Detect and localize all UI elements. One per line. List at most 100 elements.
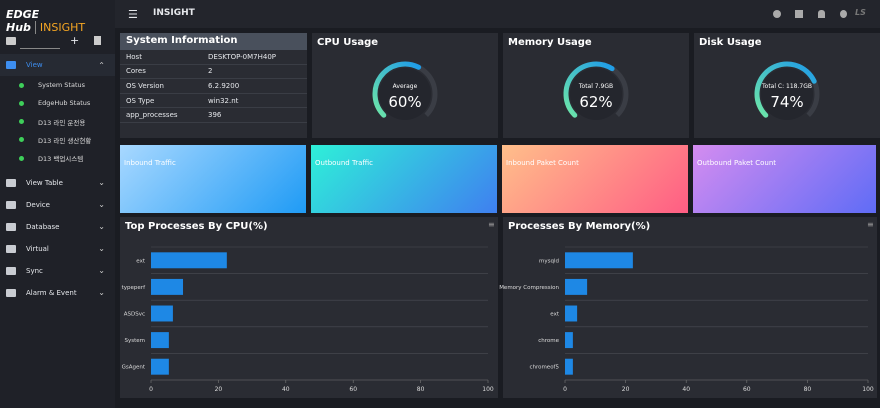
table-row: Cores 2 (120, 64, 307, 80)
chevron: ⌄ (98, 222, 105, 231)
category-label: ASDSvc (124, 312, 145, 318)
info-key: app_processes (120, 107, 202, 123)
notification-icon[interactable] (818, 10, 825, 18)
menu-item[interactable]: View Table ⌄ (0, 172, 115, 194)
x-tick-label: 60 (743, 386, 751, 393)
x-tick-label: 100 (862, 386, 874, 393)
category-label: Memory Compression (499, 285, 559, 291)
x-tick-label: 0 (149, 386, 153, 393)
bar (151, 332, 169, 349)
user-icon[interactable] (840, 10, 847, 18)
menu-icon (6, 178, 16, 187)
chevron: ⌄ (98, 288, 105, 297)
gauge-arc (563, 61, 615, 118)
menu-icon (6, 61, 16, 69)
info-value: 2 (202, 64, 307, 80)
gauge-arc (372, 61, 422, 118)
table-row: OS Type win32.nt (120, 93, 307, 109)
menu-label: Database (26, 222, 60, 231)
status-dot (19, 155, 24, 161)
info-key: OS Version (120, 78, 202, 94)
submenu-item[interactable]: EdgeHub Status (0, 94, 115, 112)
chart-panel (120, 217, 498, 398)
menu-icon (6, 266, 16, 275)
menu-item[interactable]: Database ⌄ (0, 216, 115, 238)
logo-brand: EDGE Hub (6, 8, 40, 34)
info-value: win32.nt (202, 93, 307, 109)
status-dot (19, 119, 24, 125)
submenu-label: D13 라인 운전용 (38, 118, 86, 127)
menu-item[interactable]: View ⌃ (0, 54, 115, 76)
menu-label: Virtual (26, 244, 49, 253)
system-info-table: Host DESKTOP-0M7H40P Cores 2 OS Version 6.2.9… (120, 50, 307, 123)
stat-card: Outbound Paket Count (693, 145, 876, 213)
category-label: GsAgent (122, 365, 146, 371)
chevron: ⌄ (98, 266, 105, 275)
gauge-caption: Average (393, 83, 418, 90)
submenu-item[interactable]: System Status (0, 76, 115, 94)
menu-item[interactable]: Sync ⌄ (0, 260, 115, 282)
category-label: chromeof5 (529, 365, 559, 371)
panel-title: System Information (120, 33, 307, 50)
gauge-title: Memory Usage (508, 37, 592, 48)
menu-label: Sync (26, 266, 43, 275)
search-input[interactable] (20, 48, 60, 49)
bar (565, 358, 573, 375)
menu-item[interactable]: Virtual ⌄ (0, 238, 115, 260)
search-bar[interactable]: + (4, 34, 112, 50)
header: ☰ INSIGHT LS (115, 0, 880, 28)
menu-toggle[interactable]: ☰ (128, 8, 138, 21)
x-tick-label: 40 (282, 386, 290, 393)
gauge-caption: Total C: 118.7GB (761, 83, 812, 90)
menu-item[interactable]: Alarm & Event ⌄ (0, 282, 115, 304)
menu-icon (6, 244, 16, 253)
table-row: OS Version 6.2.9200 (120, 78, 307, 94)
menu-label: View (26, 61, 43, 69)
category-label: ext (136, 258, 146, 264)
add-icon[interactable]: + (70, 34, 80, 47)
card-title: Outbound Paket Count (697, 159, 777, 167)
delete-icon[interactable] (94, 36, 101, 45)
menu-item[interactable]: Device ⌄ (0, 194, 115, 216)
submenu-item[interactable]: D13 라인 생산현황 (0, 131, 115, 149)
chart-menu[interactable]: ≡ (488, 220, 495, 229)
menu-label: View Table (26, 178, 63, 187)
submenu-label: D13 라인 생산현황 (38, 136, 92, 145)
table-row: Host DESKTOP-0M7H40P (120, 50, 307, 65)
submenu-label: D13 백업시스템 (38, 155, 84, 164)
x-tick-label: 100 (482, 386, 494, 393)
info-key: Host (120, 50, 202, 65)
info-key: OS Type (120, 93, 202, 109)
x-tick-label: 80 (417, 386, 425, 393)
logo-product: INSIGHT (34, 21, 86, 34)
chart-menu[interactable]: ≡ (867, 220, 874, 229)
card-title: Inbound Traffic (124, 159, 176, 167)
category-label: ext (550, 312, 560, 318)
x-tick-label: 20 (622, 386, 630, 393)
x-tick-label: 40 (682, 386, 690, 393)
gauge-value: 74% (770, 93, 803, 111)
gauge-arc (754, 61, 817, 118)
gauge-title: Disk Usage (699, 37, 762, 48)
bar (565, 252, 633, 269)
category-label: System (124, 338, 145, 344)
submenu-label: EdgeHub Status (38, 99, 91, 108)
menu-label: Device (26, 200, 50, 209)
bar (151, 252, 227, 269)
stat-card: Inbound Paket Count (502, 145, 688, 213)
category-label: chrome (538, 338, 559, 344)
save-icon[interactable] (795, 10, 803, 18)
bar (151, 278, 184, 295)
gauge-value: 60% (388, 93, 421, 111)
gauge-title: CPU Usage (317, 37, 378, 48)
settings-icon[interactable] (773, 10, 781, 18)
stat-card: Inbound Traffic (120, 145, 306, 213)
submenu-item[interactable]: D13 라인 운전용 (0, 113, 115, 131)
card-title: Outbound Traffic (315, 159, 373, 167)
chevron: ⌄ (98, 244, 105, 253)
bar (565, 305, 578, 322)
submenu-item[interactable]: D13 백업시스템 (0, 149, 115, 167)
menu-label: Alarm & Event (26, 288, 77, 297)
gauge-value: 62% (579, 93, 612, 111)
